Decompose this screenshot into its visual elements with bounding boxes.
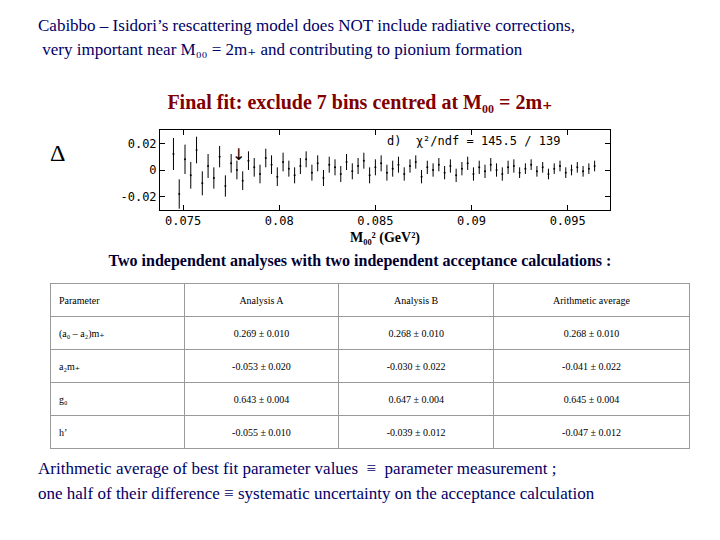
html-text:-0.055 ± 0.010: -0.055 ± 0.010 [232,426,291,438]
svg-text:↓: ↓ [232,145,245,164]
html-text:0.269 ± 0.010: 0.269 ± 0.010 [233,327,290,339]
html-text:Analysis A: Analysis A [239,294,284,306]
svg-text:0.075: 0.075 [165,214,201,228]
html-text:-0.053 ± 0.020: -0.053 ± 0.020 [232,360,291,372]
html-text:Cabibbo – Isidori’s rescatteri: Cabibbo – Isidori’s rescattering model d… [38,16,575,59]
html-text:0.645 ± 0.004: 0.645 ± 0.004 [563,393,620,405]
html-text:0.643 ± 0.004: 0.643 ± 0.004 [233,393,290,405]
html-text:0.268 ± 0.010: 0.268 ± 0.010 [388,327,444,339]
html-text:Parameter: Parameter [59,294,100,306]
html-text:-0.039 ± 0.012: -0.039 ± 0.012 [386,426,446,438]
html-text:(a₀ – a₂)m₊: (a₀ – a₂)m₊ [59,327,105,339]
svg-text:-0.02: -0.02 [120,190,156,204]
svg-text:0.085: 0.085 [357,214,393,228]
html-text:-0.041 ± 0.022: -0.041 ± 0.022 [562,360,621,372]
html-text:0.268 ± 0.010: 0.268 ± 0.010 [563,327,620,339]
svg-text:0.09: 0.09 [457,214,486,228]
html-text:Final fit: exclude 7 bins cent: Final fit: exclude 7 bins centred at M₀₀… [167,91,553,113]
svg-text:M₀₀² (GeV²): M₀₀² (GeV²) [350,230,420,246]
svg-text:0: 0 [149,163,156,177]
svg-text:d) χ²/ndf = 145.5 / 139: d) χ²/ndf = 145.5 / 139 [387,134,560,148]
html-text:Δ: Δ [50,140,66,166]
html-text:Two independent analyses with: Two independent analyses with two indepe… [108,252,612,269]
html-text:h’: h’ [59,426,68,438]
html-text:0.647 ± 0.004: 0.647 ± 0.004 [388,393,444,405]
html-text:a₂m₊: a₂m₊ [59,360,80,372]
svg-text:0.095: 0.095 [550,214,586,228]
html-text:Arithmetic average: Arithmetic average [553,294,630,306]
html-text:Analysis B: Analysis B [394,294,439,306]
html-text:-0.030 ± 0.022: -0.030 ± 0.022 [386,360,446,372]
html-text:Arithmetic average of best fit: Arithmetic average of best fit parameter… [38,459,595,503]
html-text:g₀: g₀ [59,393,68,405]
svg-text:0.08: 0.08 [265,214,294,228]
html-text:-0.047 ± 0.012: -0.047 ± 0.012 [562,426,621,438]
svg-text:0.02: 0.02 [128,137,157,151]
